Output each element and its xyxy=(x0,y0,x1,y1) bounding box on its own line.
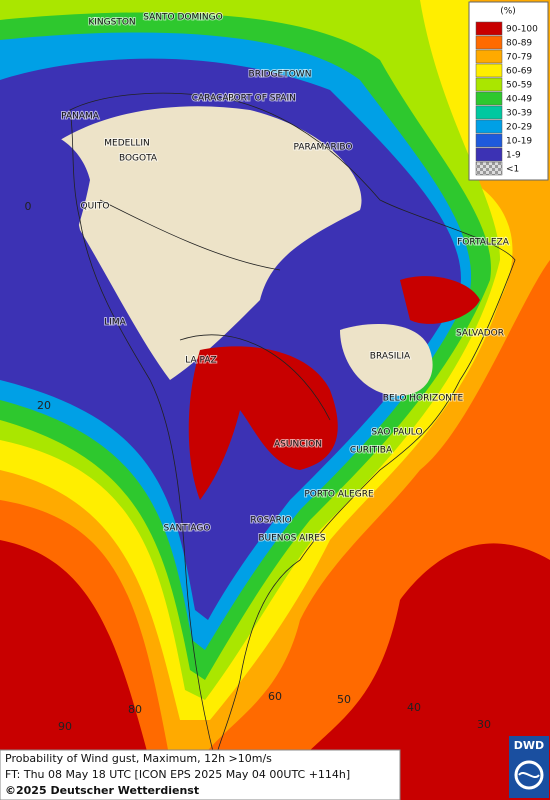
city-label: SANTO DOMINGO xyxy=(143,13,222,23)
city-label: FORTALEZA xyxy=(457,238,510,248)
legend-swatch xyxy=(475,35,503,50)
city-label: PORT OF SPAIN xyxy=(228,94,296,104)
grid-labels: 0 20 60 50 40 80 30 90 xyxy=(25,200,492,733)
legend-swatch xyxy=(475,21,503,36)
legend-swatch xyxy=(475,133,503,148)
copyright: ©2025 Deutscher Wetterdienst xyxy=(5,784,199,797)
legend-swatch xyxy=(475,49,503,64)
legend-label: <1 xyxy=(506,165,519,175)
city-label: SANTIAGO xyxy=(164,524,211,534)
city-label: BRIDGETOWN xyxy=(249,70,312,80)
legend-label: 1-9 xyxy=(506,151,521,161)
legend-label: 70-79 xyxy=(506,53,532,63)
legend-swatch xyxy=(475,63,503,78)
legend-label: 80-89 xyxy=(506,39,532,49)
city-label: CARACAS xyxy=(192,94,235,104)
footer-line: FT: Thu 08 May 18 UTC [ICON EPS 2025 May… xyxy=(5,768,350,781)
grid-label: 30 xyxy=(477,718,491,731)
city-label: BELO HORIZONTE xyxy=(383,394,464,404)
city-label: BOGOTA xyxy=(119,154,158,164)
footer-line: Probability of Wind gust, Maximum, 12h >… xyxy=(5,752,272,765)
logo: DWD xyxy=(509,736,549,798)
logo-text: DWD xyxy=(514,739,544,752)
city-label: LIMA xyxy=(104,318,126,328)
city-label: CURITIBA xyxy=(350,446,393,456)
legend-title: (%) xyxy=(500,7,516,17)
city-labels: KINGSTON SANTO DOMINGOBRIDGETOWNCARACASPO… xyxy=(60,12,511,545)
city-label: PARAMARIBO xyxy=(294,143,353,153)
legend-label: 30-39 xyxy=(506,109,532,119)
grid-label: 90 xyxy=(58,720,72,733)
legend-label: 50-59 xyxy=(506,81,532,91)
city-label: PORTO ALEGRE xyxy=(304,490,374,500)
city-label: ROSARIO xyxy=(250,516,291,526)
legend-label: 90-100 xyxy=(506,25,538,35)
city-label: SALVADOR xyxy=(456,329,504,339)
grid-label: 50 xyxy=(337,693,351,706)
legend-swatch xyxy=(475,105,503,120)
grid-label: 60 xyxy=(268,690,282,703)
city-label: BUENOS AIRES xyxy=(258,534,326,544)
grid-label: 0 xyxy=(25,200,32,213)
grid-label: 20 xyxy=(37,399,51,412)
legend-label: 40-49 xyxy=(506,95,532,105)
legend: (%) 90-100 80-89 70-79 60-69 50-59 40-49 30-39… xyxy=(468,1,549,181)
legend-label: 60-69 xyxy=(506,67,532,77)
city-label: LA PAZ xyxy=(185,356,216,366)
legend-swatch xyxy=(475,91,503,106)
coastline xyxy=(69,92,516,761)
grid-label: 80 xyxy=(128,703,142,716)
legend-swatch xyxy=(475,147,503,162)
legend-label: 10-19 xyxy=(506,137,532,147)
legend-label: 20-29 xyxy=(506,123,532,133)
grid-label: 40 xyxy=(407,701,421,714)
legend-swatch xyxy=(475,77,503,92)
legend-swatch xyxy=(475,161,503,176)
legend-swatch xyxy=(475,119,503,134)
city-label: ASUNCION xyxy=(274,440,322,450)
footer-box xyxy=(0,749,401,800)
city-label: MEDELLIN xyxy=(104,139,149,149)
city-label: KINGSTON xyxy=(88,18,135,28)
footer: Probability of Wind gust, Maximum, 12h >… xyxy=(0,749,401,800)
city-label: BRASILIA xyxy=(370,352,411,362)
logo-icon xyxy=(518,772,540,778)
city-label: SAO PAULO xyxy=(371,428,422,438)
city-label: PANAMA xyxy=(61,112,100,122)
city-label: QUITO xyxy=(81,202,110,212)
logo-icon xyxy=(514,760,544,790)
